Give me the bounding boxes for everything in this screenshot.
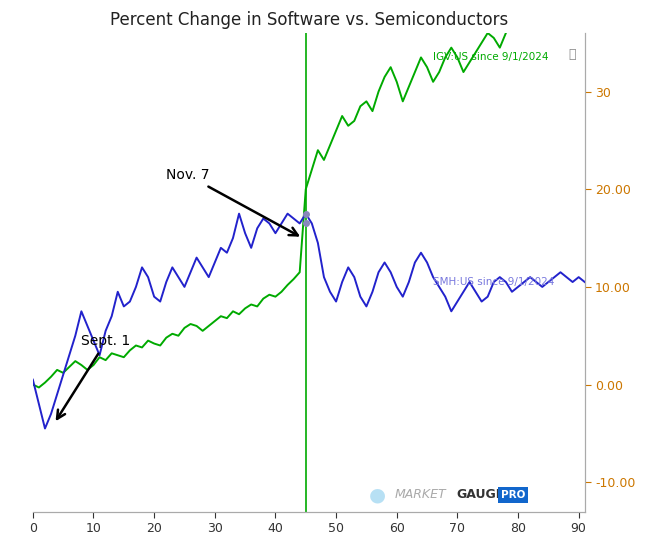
Text: MARKET: MARKET [394, 488, 446, 501]
Text: 🔒: 🔒 [568, 48, 576, 60]
Text: PRO: PRO [501, 490, 525, 500]
Text: ●: ● [369, 486, 386, 504]
Title: Percent Change in Software vs. Semiconductors: Percent Change in Software vs. Semicondu… [110, 10, 508, 29]
Text: Nov. 7: Nov. 7 [166, 168, 298, 235]
Text: SMH:US since 9/1/2024: SMH:US since 9/1/2024 [433, 277, 555, 287]
Text: GAUGE: GAUGE [457, 488, 505, 501]
Text: Sept. 1: Sept. 1 [57, 334, 131, 419]
Text: IGV:US since 9/1/2024: IGV:US since 9/1/2024 [433, 52, 549, 62]
